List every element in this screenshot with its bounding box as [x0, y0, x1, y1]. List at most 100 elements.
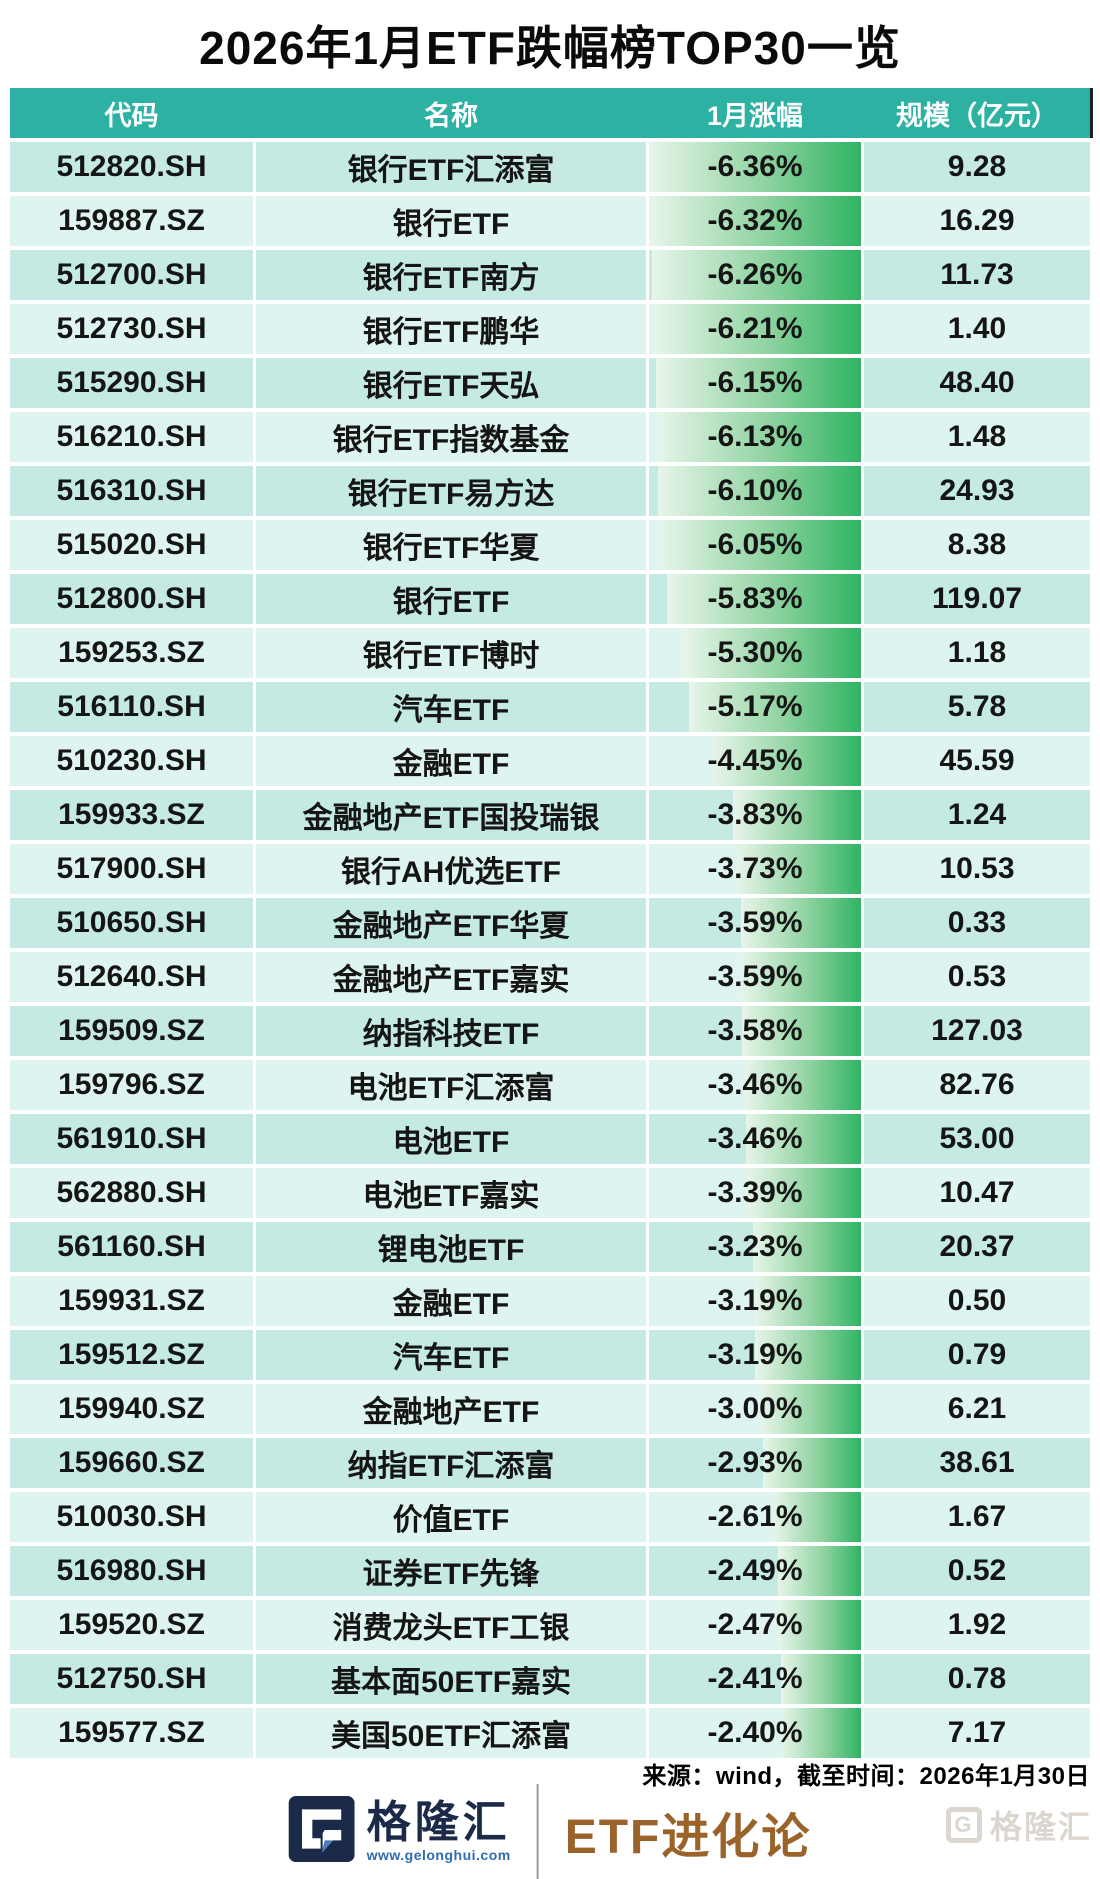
etf-name: 消费龙头ETF工银 [256, 1600, 646, 1650]
table-row: 159931.SZ 金融ETF -3.19% 0.50 [10, 1276, 1090, 1326]
etf-code: 159933.SZ [10, 790, 253, 840]
etf-name: 银行ETF [256, 196, 646, 246]
etf-change-value: -2.47% [707, 1608, 803, 1641]
etf-change-cell: -5.83% [649, 574, 861, 624]
etf-scale: 16.29 [864, 196, 1090, 246]
etf-scale: 82.76 [864, 1060, 1090, 1110]
etf-name: 汽车ETF [256, 1330, 646, 1380]
table-row: 159512.SZ 汽车ETF -3.19% 0.79 [10, 1330, 1090, 1380]
table-row: 510230.SH 金融ETF -4.45% 45.59 [10, 736, 1090, 786]
etf-name: 银行ETF博时 [256, 628, 646, 678]
etf-scale: 1.92 [864, 1600, 1090, 1650]
etf-scale: 20.37 [864, 1222, 1090, 1272]
etf-name: 金融地产ETF国投瑞银 [256, 790, 646, 840]
table-row: 510030.SH 价值ETF -2.61% 1.67 [10, 1492, 1090, 1542]
change-bar [780, 1654, 861, 1704]
etf-change-cell: -3.73% [649, 844, 861, 894]
etf-scale: 8.38 [864, 520, 1090, 570]
change-bar [684, 628, 861, 678]
etf-name: 银行ETF易方达 [256, 466, 646, 516]
etf-code: 159887.SZ [10, 196, 253, 246]
etf-code: 512730.SH [10, 304, 253, 354]
etf-change-cell: -3.39% [649, 1168, 861, 1218]
etf-change-value: -3.59% [707, 906, 803, 939]
etf-scale: 1.18 [864, 628, 1090, 678]
etf-name: 电池ETF嘉实 [256, 1168, 646, 1218]
etf-scale: 1.24 [864, 790, 1090, 840]
etf-change-cell: -2.61% [649, 1492, 861, 1542]
etf-scale: 9.28 [864, 142, 1090, 192]
etf-name: 银行ETF指数基金 [256, 412, 646, 462]
etf-scale: 6.21 [864, 1384, 1090, 1434]
etf-change-cell: -3.58% [649, 1006, 861, 1056]
etf-change-cell: -2.93% [649, 1438, 861, 1488]
etf-change-cell: -6.36% [649, 142, 861, 192]
header-code: 代码 [10, 88, 253, 138]
etf-name: 银行ETF [256, 574, 646, 624]
change-bar [736, 844, 861, 894]
etf-change-cell: -3.59% [649, 952, 861, 1002]
etf-code: 512700.SH [10, 250, 253, 300]
etf-change-cell: -3.19% [649, 1276, 861, 1326]
change-bar [649, 142, 861, 192]
etf-change-value: -6.26% [707, 258, 803, 291]
etf-change-cell: -3.59% [649, 898, 861, 948]
etf-change-value: -3.73% [707, 852, 803, 885]
etf-code: 562880.SH [10, 1168, 253, 1218]
table-row: 159253.SZ 银行ETF博时 -5.30% 1.18 [10, 628, 1090, 678]
etf-scale: 38.61 [864, 1438, 1090, 1488]
etf-change-cell: -2.41% [649, 1654, 861, 1704]
gelonghui-logo-text: 格隆汇 www.gelonghui.com [366, 1797, 511, 1863]
etf-name: 银行AH优选ETF [256, 844, 646, 894]
table-row: 561910.SH 电池ETF -3.46% 53.00 [10, 1114, 1090, 1164]
table-row: 512700.SH 银行ETF南方 -6.26% 11.73 [10, 250, 1090, 300]
table-header-row: 代码 名称 1月涨幅 规模（亿元） [10, 88, 1090, 138]
table-row: 510650.SH 金融地产ETF华夏 -3.59% 0.33 [10, 898, 1090, 948]
table-row: 517900.SH 银行AH优选ETF -3.73% 10.53 [10, 844, 1090, 894]
etf-name: 银行ETF鹏华 [256, 304, 646, 354]
etf-change-value: -2.61% [707, 1500, 803, 1533]
etf-name: 电池ETF [256, 1114, 646, 1164]
change-bar [656, 358, 861, 408]
etf-change-value: -2.41% [707, 1662, 803, 1695]
etf-change-cell: -3.46% [649, 1060, 861, 1110]
etf-table: 代码 名称 1月涨幅 规模（亿元） 512820.SH 银行ETF汇添富 -6.… [10, 88, 1090, 1758]
etf-change-value: -2.40% [707, 1716, 803, 1749]
etf-change-value: -3.46% [707, 1068, 803, 1101]
etf-name: 金融ETF [256, 736, 646, 786]
header-scale: 规模（亿元） [864, 88, 1090, 138]
gelonghui-logo-icon [288, 1796, 355, 1867]
change-bar [657, 466, 861, 516]
table-row: 159796.SZ 电池ETF汇添富 -3.46% 82.76 [10, 1060, 1090, 1110]
etf-name: 锂电池ETF [256, 1222, 646, 1272]
etf-change-value: -3.39% [707, 1176, 803, 1209]
etf-name: 金融地产ETF [256, 1384, 646, 1434]
etf-change-cell: -6.10% [649, 466, 861, 516]
etf-scale: 0.53 [864, 952, 1090, 1002]
change-bar [741, 952, 861, 1002]
etf-name: 证券ETF先锋 [256, 1546, 646, 1596]
etf-scale: 24.93 [864, 466, 1090, 516]
etf-code: 510650.SH [10, 898, 253, 948]
table-row: 512640.SH 金融地产ETF嘉实 -3.59% 0.53 [10, 952, 1090, 1002]
etf-change-cell: -4.45% [649, 736, 861, 786]
table-row: 159940.SZ 金融地产ETF -3.00% 6.21 [10, 1384, 1090, 1434]
etf-scale: 7.17 [864, 1708, 1090, 1758]
etf-code: 515290.SH [10, 358, 253, 408]
table-row: 512730.SH 银行ETF鹏华 -6.21% 1.40 [10, 304, 1090, 354]
etf-code: 159660.SZ [10, 1438, 253, 1488]
etf-scale: 0.78 [864, 1654, 1090, 1704]
table-row: 512800.SH 银行ETF -5.83% 119.07 [10, 574, 1090, 624]
etf-code: 516980.SH [10, 1546, 253, 1596]
etf-change-cell: -6.15% [649, 358, 861, 408]
etf-change-value: -3.00% [707, 1392, 803, 1425]
change-bar [777, 1546, 861, 1596]
etf-change-value: -3.83% [707, 798, 803, 831]
etf-code: 159577.SZ [10, 1708, 253, 1758]
etf-scale: 0.50 [864, 1276, 1090, 1326]
change-bar [774, 1492, 861, 1542]
change-bar [654, 304, 861, 354]
etf-scale: 53.00 [864, 1114, 1090, 1164]
brand-name: 格隆汇 [366, 1797, 511, 1847]
